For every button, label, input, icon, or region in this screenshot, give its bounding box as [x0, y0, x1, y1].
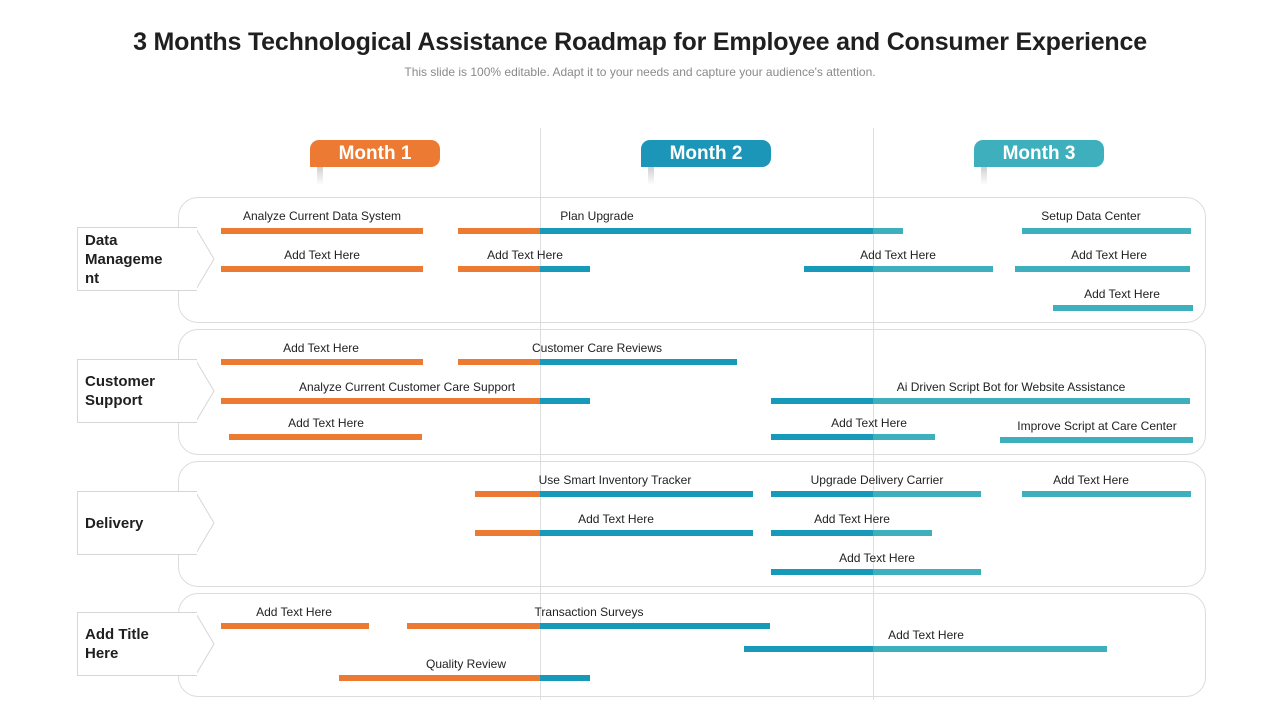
- task-bar: [475, 491, 540, 497]
- task-label: Ai Driven Script Bot for Website Assista…: [896, 380, 1126, 394]
- task-bar: [1015, 266, 1190, 272]
- task-bar: [873, 228, 903, 234]
- category-arrow-icon: [195, 491, 215, 555]
- category-label: Delivery: [85, 514, 144, 532]
- task-bar: [540, 675, 590, 681]
- task-bar: [873, 398, 1190, 404]
- task-label: Use Smart Inventory Tracker: [538, 473, 692, 487]
- task-bar: [229, 434, 422, 440]
- task-bar: [221, 266, 423, 272]
- task-bar: [1000, 437, 1193, 443]
- month-3-label: Month 3: [1002, 143, 1076, 164]
- task-label: Add Text Here: [814, 512, 890, 526]
- task-label: Plan Upgrade: [560, 209, 634, 223]
- task-bar: [458, 359, 540, 365]
- category-delivery: Delivery: [77, 491, 197, 555]
- lane-delivery: [178, 461, 1206, 587]
- task-bar: [221, 398, 540, 404]
- task-label: Analyze Current Data System: [242, 209, 402, 223]
- task-bar: [458, 266, 540, 272]
- task-bar: [771, 530, 873, 536]
- task-label: Add Text Here: [284, 248, 360, 262]
- task-bar: [540, 359, 737, 365]
- task-bar: [873, 646, 1107, 652]
- task-label: Quality Review: [425, 657, 507, 671]
- page-title: 3 Months Technological Assistance Roadma…: [133, 28, 1147, 56]
- task-bar: [873, 434, 935, 440]
- task-bar: [221, 228, 423, 234]
- task-bar: [771, 398, 873, 404]
- task-bar: [873, 569, 981, 575]
- month-1-label: Month 1: [338, 143, 412, 164]
- month-divider-1: [540, 128, 541, 700]
- task-label: Add Text Here: [288, 416, 364, 430]
- category-arrow-icon: [195, 227, 215, 291]
- task-bar: [771, 491, 873, 497]
- task-bar: [1022, 491, 1191, 497]
- task-bar: [873, 530, 932, 536]
- task-label: Add Text Here: [578, 512, 654, 526]
- category-data-management: Data Manageme nt: [77, 227, 197, 291]
- task-bar: [540, 491, 753, 497]
- task-label: Analyze Current Customer Care Support: [298, 380, 516, 394]
- task-label: Add Text Here: [1071, 248, 1147, 262]
- month-1-tab-tail: [317, 167, 323, 185]
- task-label: Improve Script at Care Center: [1017, 419, 1177, 433]
- task-bar: [873, 491, 981, 497]
- task-bar: [771, 434, 873, 440]
- task-bar: [475, 530, 540, 536]
- task-label: Add Text Here: [1053, 473, 1129, 487]
- task-label: Customer Care Reviews: [531, 341, 663, 355]
- task-bar: [221, 623, 369, 629]
- month-3-tab: Month 3: [974, 140, 1104, 185]
- task-label: Upgrade Delivery Carrier: [810, 473, 944, 487]
- task-label: Add Text Here: [487, 248, 563, 262]
- task-bar: [1022, 228, 1191, 234]
- task-bar: [804, 266, 873, 272]
- month-divider-2: [873, 128, 874, 700]
- month-2-tab: Month 2: [641, 140, 771, 185]
- task-bar: [221, 359, 423, 365]
- task-label: Add Text Here: [283, 341, 359, 355]
- task-bar: [540, 398, 590, 404]
- month-1-tab: Month 1: [310, 140, 440, 185]
- task-bar: [540, 228, 873, 234]
- category-label: Add Title Here: [85, 626, 149, 662]
- category-label: Customer Support: [85, 373, 156, 409]
- task-bar: [458, 228, 540, 234]
- task-label: Add Text Here: [839, 551, 915, 565]
- task-bar: [339, 675, 540, 681]
- category-label: Data Manageme nt: [85, 231, 163, 287]
- category-arrow-icon: [195, 612, 215, 676]
- task-bar: [540, 266, 590, 272]
- task-label: Add Text Here: [256, 605, 332, 619]
- lane-add-title: [178, 593, 1206, 697]
- task-label: Setup Data Center: [1041, 209, 1141, 223]
- month-2-tab-tail: [648, 167, 654, 185]
- task-bar: [744, 646, 873, 652]
- task-label: Add Text Here: [888, 628, 964, 642]
- page-subtitle: This slide is 100% editable. Adapt it to…: [404, 65, 876, 79]
- task-bar: [540, 623, 770, 629]
- task-label: Add Text Here: [860, 248, 936, 262]
- task-label: Add Text Here: [1084, 287, 1160, 301]
- task-label: Add Text Here: [831, 416, 907, 430]
- task-bar: [1053, 305, 1193, 311]
- task-bar: [540, 530, 753, 536]
- month-2-label: Month 2: [669, 143, 743, 164]
- category-customer-support: Customer Support: [77, 359, 197, 423]
- task-bar: [771, 569, 873, 575]
- month-3-tab-tail: [981, 167, 987, 185]
- task-label: Transaction Surveys: [534, 605, 644, 619]
- task-bar: [407, 623, 540, 629]
- category-add-title: Add Title Here: [77, 612, 197, 676]
- task-bar: [873, 266, 993, 272]
- category-arrow-icon: [195, 359, 215, 423]
